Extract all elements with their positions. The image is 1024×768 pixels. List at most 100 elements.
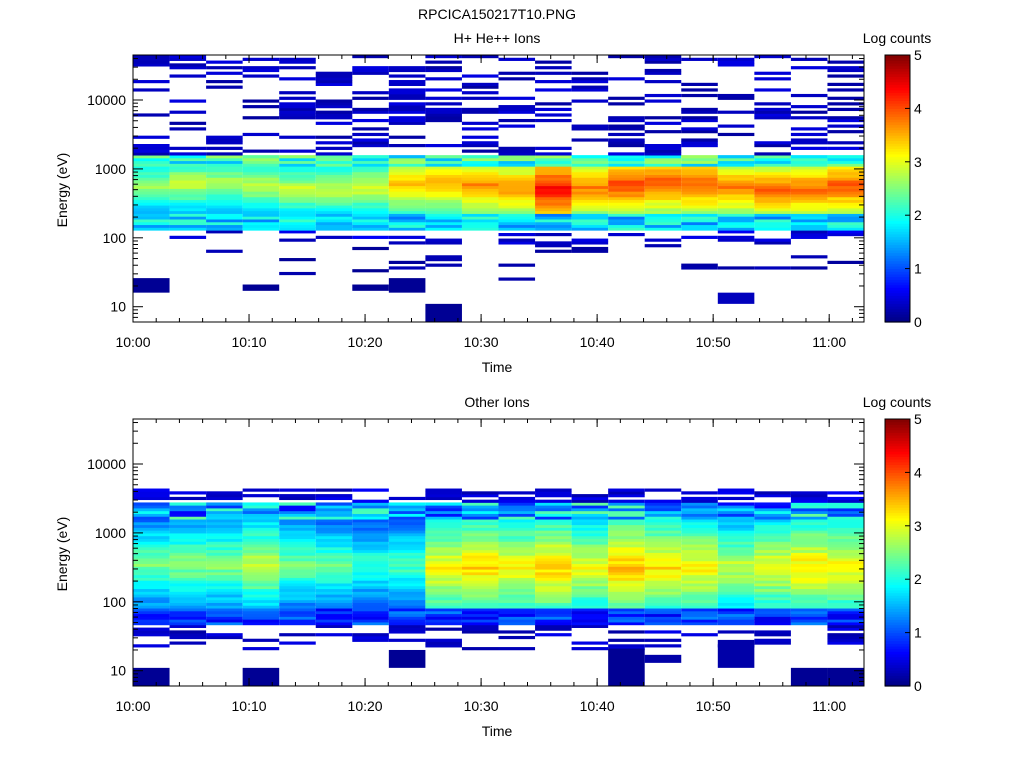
spectrogram-cell (169, 521, 207, 526)
colorbar-segment (885, 193, 910, 198)
colorbar-segment (885, 469, 910, 473)
spectrogram-cell (352, 527, 389, 531)
spectrogram-cell (315, 574, 353, 578)
spectrogram-cell (827, 558, 864, 562)
spectrogram-cell (388, 566, 426, 570)
spectrogram-cell (315, 538, 353, 542)
spectrogram-cell (133, 174, 170, 178)
spectrogram-cell (279, 207, 316, 212)
spectrogram-cell (498, 552, 536, 556)
spectrogram-cell (790, 163, 828, 167)
spectrogram-cell (461, 569, 499, 573)
colorbar-tick-label: 1 (914, 261, 922, 277)
spectrogram-cell (644, 499, 682, 503)
colorbar-segment (885, 220, 910, 224)
spectrogram-cell (535, 530, 572, 534)
spectrogram-cell (315, 213, 353, 217)
spectrogram-cell (827, 544, 864, 548)
spectrogram-cell (754, 113, 791, 117)
spectrogram-cell (717, 219, 755, 223)
spectrogram-cell (206, 585, 243, 590)
spectrogram-cell (388, 533, 426, 537)
spectrogram-cell (571, 521, 609, 526)
spectrogram-cell (133, 196, 170, 201)
spectrogram-cell (133, 491, 170, 495)
spectrogram-cell (169, 199, 207, 203)
colorbar-segment (885, 169, 910, 174)
spectrogram-cell (498, 602, 536, 606)
spectrogram-cell (169, 610, 207, 615)
spectrogram-cell (790, 597, 828, 601)
spectrogram-cell (461, 602, 499, 606)
spectrogram-cell (644, 130, 682, 134)
spectrogram-cell (571, 207, 609, 212)
spectrogram-cell (717, 196, 755, 201)
spectrogram-cell (279, 57, 316, 61)
spectrogram-cell (206, 563, 243, 567)
colorbar-segment (885, 100, 910, 104)
spectrogram-cell (461, 544, 499, 548)
spectrogram-cell (571, 555, 609, 559)
spectrogram-cell (498, 71, 536, 75)
colorbar-segment (885, 515, 910, 519)
spectrogram-cell (169, 510, 207, 514)
spectrogram-cell (206, 227, 243, 231)
spectrogram-cell (535, 574, 572, 578)
spectrogram-cell (717, 527, 755, 531)
spectrogram-cell (644, 238, 682, 242)
spectrogram-cell (608, 505, 645, 509)
spectrogram-cell (681, 569, 718, 573)
colorbar-segment (885, 180, 910, 184)
spectrogram-cell (133, 619, 170, 623)
spectrogram-cell (425, 538, 462, 542)
spectrogram-cell (315, 508, 353, 512)
spectrogram-cell (461, 594, 499, 598)
spectrogram-cell (498, 571, 536, 576)
spectrogram-cell (279, 519, 316, 523)
spectrogram-cell (425, 227, 462, 231)
spectrogram-cell (388, 619, 426, 623)
spectrogram-cell (790, 169, 828, 173)
spectrogram-cell (681, 127, 718, 131)
spectrogram-cell (133, 177, 170, 181)
spectrogram-cell (242, 505, 280, 509)
spectrogram-cell (827, 496, 864, 501)
spectrogram-cell (535, 624, 572, 628)
spectrogram-cell (242, 527, 280, 531)
spectrogram-cell (133, 530, 170, 534)
spectrogram-cell (242, 541, 280, 545)
spectrogram-cell (388, 610, 426, 615)
spectrogram-cell (571, 577, 609, 581)
colorbar-segment (885, 621, 910, 626)
spectrogram-cell (717, 516, 755, 520)
spectrogram-cell (644, 99, 682, 103)
spectrogram-cell (571, 174, 609, 178)
low-energy-patch (352, 284, 389, 291)
spectrogram-cell (608, 138, 645, 142)
spectrogram-cell (279, 194, 316, 198)
spectrogram-cell (169, 127, 207, 131)
colorbar-segment (885, 191, 910, 195)
spectrogram-cell (133, 496, 170, 501)
spectrogram-cell (242, 588, 280, 592)
spectrogram-cell (352, 221, 389, 226)
spectrogram-cell (754, 160, 791, 164)
spectrogram-cell (827, 194, 864, 198)
spectrogram-cell (352, 210, 389, 214)
spectrogram-cell (133, 152, 170, 156)
spectrogram-cell (315, 546, 353, 551)
spectrogram-cell (717, 583, 755, 587)
spectrogram-cell (790, 207, 828, 212)
spectrogram-cell (169, 166, 207, 170)
spectrogram-cell (754, 533, 791, 537)
spectrogram-cell (206, 188, 243, 192)
spectrogram-cell (535, 185, 572, 189)
spectrogram-cell (827, 560, 864, 565)
spectrogram-cell (279, 616, 316, 620)
spectrogram-cell (279, 549, 316, 553)
spectrogram-cell (498, 619, 536, 623)
spectrogram-cell (608, 127, 645, 131)
spectrogram-cell (352, 505, 389, 509)
spectrogram-cell (315, 77, 353, 81)
spectrogram-cell (425, 524, 462, 528)
